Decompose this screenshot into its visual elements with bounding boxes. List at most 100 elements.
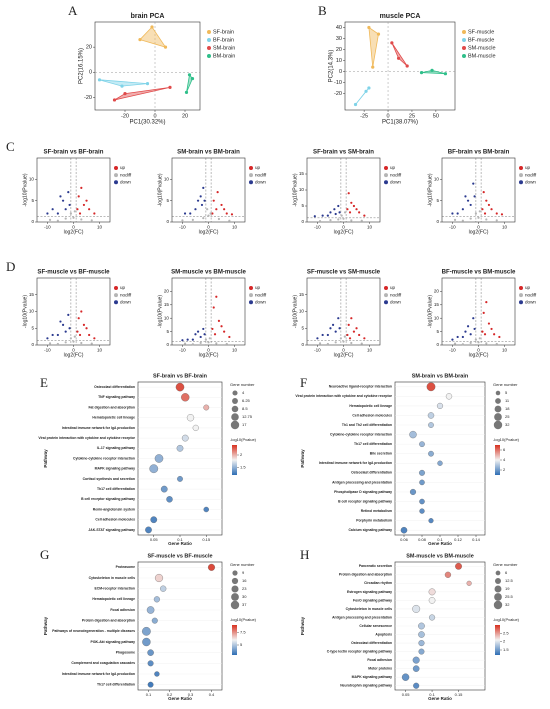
y-tick-label: 40 — [336, 25, 342, 31]
point — [212, 306, 215, 309]
point — [194, 208, 197, 211]
point — [76, 330, 79, 333]
dot — [429, 614, 436, 621]
point — [443, 72, 448, 76]
point — [367, 25, 371, 30]
y-tick-label: 0 — [436, 219, 439, 224]
point — [213, 333, 217, 336]
category-label: Calcium signaling pathway — [348, 528, 392, 532]
x-tick-label: 10 — [502, 347, 508, 352]
point — [348, 337, 352, 340]
group-polygon — [186, 73, 193, 93]
x-tick-label: -10 — [314, 224, 321, 229]
point — [183, 342, 187, 345]
category-label: Cell adhesion molecules — [95, 518, 135, 522]
colorbar-tick-label: 1.5 — [240, 465, 246, 470]
size-legend-label: 11 — [505, 398, 510, 403]
x-tick-label: 10 — [232, 224, 238, 229]
dot — [428, 588, 436, 596]
point — [466, 325, 470, 328]
legend-label: nodiff — [525, 292, 537, 297]
y-tick-label: 5 — [31, 198, 34, 203]
x-tick-label: 0.4 — [209, 692, 215, 697]
point — [73, 335, 76, 338]
point — [495, 219, 498, 222]
dot — [444, 571, 452, 578]
plot-frame — [36, 277, 111, 346]
legend-marker — [249, 180, 253, 185]
size-legend-dot — [493, 600, 503, 610]
group-polygon — [99, 79, 148, 87]
point — [68, 327, 71, 330]
legend-marker — [462, 38, 466, 42]
chart-title: brain PCA — [131, 13, 165, 20]
x-tick-label: -10 — [179, 347, 186, 352]
y-tick-label: 5 — [166, 329, 169, 334]
point — [72, 216, 75, 219]
point — [348, 211, 352, 214]
point — [316, 337, 319, 340]
size-legend-label: 6.25 — [242, 398, 251, 403]
point — [419, 71, 424, 75]
point — [181, 339, 184, 342]
size-legend-label: 25 — [505, 414, 510, 419]
point — [203, 333, 206, 336]
legend-label: up — [120, 165, 126, 170]
category-label: Antigen processing and presentation — [332, 615, 392, 619]
point — [76, 208, 79, 211]
point — [453, 218, 457, 221]
point — [228, 335, 231, 339]
point — [334, 330, 337, 333]
chart-title: BF-brain vs BM-brain — [448, 149, 510, 156]
point — [191, 343, 194, 346]
legend-marker — [519, 286, 523, 290]
point — [487, 203, 491, 207]
size-legend-label: 18 — [505, 406, 510, 411]
chart-title: SM-brain vs BM-brain — [177, 149, 240, 156]
plot-frame — [94, 21, 201, 111]
x-tick-label: 0 — [477, 347, 480, 352]
y-tick-label: 20 — [434, 289, 440, 294]
legend-marker — [519, 173, 523, 178]
legend-label: BF-brain — [213, 37, 234, 43]
y-axis-label: -log10(Pvalue) — [157, 173, 163, 206]
size-legend-dot — [232, 390, 238, 396]
point — [56, 219, 59, 222]
dot — [401, 673, 410, 681]
point — [120, 84, 124, 88]
point — [145, 82, 150, 86]
dot — [455, 562, 462, 570]
point — [461, 343, 464, 346]
colorbar-tick-label: 5 — [240, 642, 243, 647]
panel-label: G — [40, 547, 49, 562]
panel-label: B — [318, 3, 327, 18]
legend-label: down — [120, 179, 131, 184]
dot — [426, 382, 436, 392]
point — [61, 323, 65, 326]
point — [207, 214, 210, 217]
point — [390, 41, 394, 45]
chart-title: muscle PCA — [380, 13, 421, 20]
category-label: MAPK signaling pathway — [352, 675, 392, 679]
category-label: Fat digestion and absorption — [88, 405, 135, 409]
point — [46, 212, 49, 215]
category-label: Proteasome — [116, 565, 136, 569]
x-axis-label: Gene Ratio — [428, 541, 452, 546]
y-tick-label: 10 — [336, 58, 342, 64]
dot — [203, 506, 209, 513]
chart-title: SF-brain vs SM-brain — [313, 149, 374, 156]
legend-marker — [207, 30, 211, 34]
point — [461, 208, 464, 211]
y-tick-label: 10 — [299, 187, 305, 192]
category-label: IL-17 signaling pathway — [97, 446, 135, 450]
y-axis-label: -log10(Pvalue) — [427, 173, 433, 206]
chart-title: SF-muscle vs BF-muscle — [147, 553, 212, 559]
category-label: Cytokine-cytokine receptor interaction — [73, 456, 135, 460]
x-axis-label: PC1(38.07%) — [382, 120, 418, 126]
legend-label: up — [255, 285, 261, 290]
plot-frame — [171, 157, 246, 223]
point — [337, 218, 340, 221]
x-axis-label: log2(FC) — [64, 229, 84, 235]
point — [396, 56, 401, 60]
point — [56, 333, 59, 337]
